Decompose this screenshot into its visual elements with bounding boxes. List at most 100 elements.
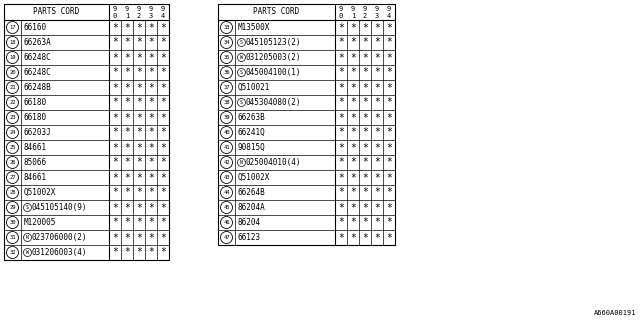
Text: 023706000(2): 023706000(2) [32, 233, 88, 242]
Text: *: * [124, 157, 130, 167]
Text: 44: 44 [223, 190, 230, 195]
Text: *: * [136, 218, 142, 228]
Text: *: * [350, 68, 356, 77]
Text: *: * [136, 22, 142, 33]
Text: 32: 32 [9, 250, 16, 255]
Text: *: * [148, 83, 154, 92]
Text: *: * [160, 98, 166, 108]
Text: *: * [148, 37, 154, 47]
Text: 23: 23 [9, 115, 16, 120]
Text: *: * [374, 22, 380, 33]
Text: *: * [112, 22, 118, 33]
Text: *: * [148, 142, 154, 153]
Text: *: * [112, 188, 118, 197]
Text: Q51002X: Q51002X [24, 188, 56, 197]
Text: *: * [386, 218, 392, 228]
Text: 31: 31 [9, 235, 16, 240]
Text: *: * [124, 68, 130, 77]
Text: *: * [160, 127, 166, 138]
Text: *: * [148, 172, 154, 182]
Text: 41: 41 [223, 145, 230, 150]
Text: *: * [362, 68, 368, 77]
Circle shape [237, 38, 246, 46]
Text: *: * [136, 172, 142, 182]
Text: 2: 2 [363, 12, 367, 19]
Text: 4: 4 [387, 12, 391, 19]
Text: *: * [136, 113, 142, 123]
Text: M120005: M120005 [24, 218, 56, 227]
Text: 84661: 84661 [24, 173, 47, 182]
Text: 9: 9 [375, 6, 379, 12]
Text: *: * [386, 83, 392, 92]
Text: *: * [338, 127, 344, 138]
Bar [4, 4, 169, 260]
Text: *: * [136, 52, 142, 62]
Text: *: * [148, 68, 154, 77]
Text: *: * [124, 113, 130, 123]
Circle shape [6, 21, 19, 34]
Text: A660A00191: A660A00191 [593, 310, 636, 316]
Text: *: * [112, 127, 118, 138]
Text: *: * [160, 52, 166, 62]
Text: *: * [160, 142, 166, 153]
Text: *: * [386, 142, 392, 153]
Text: 2: 2 [137, 12, 141, 19]
Text: 9: 9 [149, 6, 153, 12]
Text: 0: 0 [113, 12, 117, 19]
Text: *: * [350, 142, 356, 153]
Text: 9: 9 [161, 6, 165, 12]
Text: *: * [148, 22, 154, 33]
Text: *: * [160, 247, 166, 258]
Text: 045105123(2): 045105123(2) [246, 38, 301, 47]
Text: *: * [338, 22, 344, 33]
Circle shape [6, 126, 19, 139]
Text: *: * [338, 142, 344, 153]
Text: 031206003(4): 031206003(4) [32, 248, 88, 257]
Text: *: * [112, 218, 118, 228]
Text: *: * [350, 218, 356, 228]
Text: *: * [362, 218, 368, 228]
Text: *: * [374, 68, 380, 77]
Circle shape [221, 156, 232, 169]
Text: 66248C: 66248C [24, 53, 52, 62]
Text: 66160: 66160 [24, 23, 47, 32]
Text: 9: 9 [125, 6, 129, 12]
Text: 9: 9 [113, 6, 117, 12]
Text: 1: 1 [125, 12, 129, 19]
Text: *: * [350, 52, 356, 62]
Text: *: * [338, 98, 344, 108]
Text: 9: 9 [363, 6, 367, 12]
Text: 27: 27 [9, 175, 16, 180]
Text: S: S [26, 205, 29, 210]
Text: 18: 18 [9, 40, 16, 45]
Circle shape [237, 53, 246, 61]
Text: *: * [338, 83, 344, 92]
Text: 37: 37 [223, 85, 230, 90]
Text: *: * [350, 83, 356, 92]
Text: *: * [374, 188, 380, 197]
Text: *: * [112, 203, 118, 212]
Text: *: * [112, 113, 118, 123]
Text: *: * [386, 98, 392, 108]
Text: *: * [362, 233, 368, 243]
Text: 9: 9 [387, 6, 391, 12]
Circle shape [6, 156, 19, 169]
Text: *: * [160, 157, 166, 167]
Text: *: * [386, 113, 392, 123]
Text: S: S [240, 40, 243, 45]
Text: *: * [160, 68, 166, 77]
Text: *: * [386, 22, 392, 33]
Text: 86204A: 86204A [238, 203, 266, 212]
Text: 86204: 86204 [238, 218, 261, 227]
Text: *: * [386, 52, 392, 62]
Circle shape [6, 82, 19, 93]
Text: *: * [350, 37, 356, 47]
Text: *: * [374, 52, 380, 62]
Text: 43: 43 [223, 175, 230, 180]
Text: *: * [374, 142, 380, 153]
Circle shape [6, 231, 19, 244]
Text: *: * [112, 68, 118, 77]
Circle shape [6, 111, 19, 124]
Text: 21: 21 [9, 85, 16, 90]
Text: 33: 33 [223, 25, 230, 30]
